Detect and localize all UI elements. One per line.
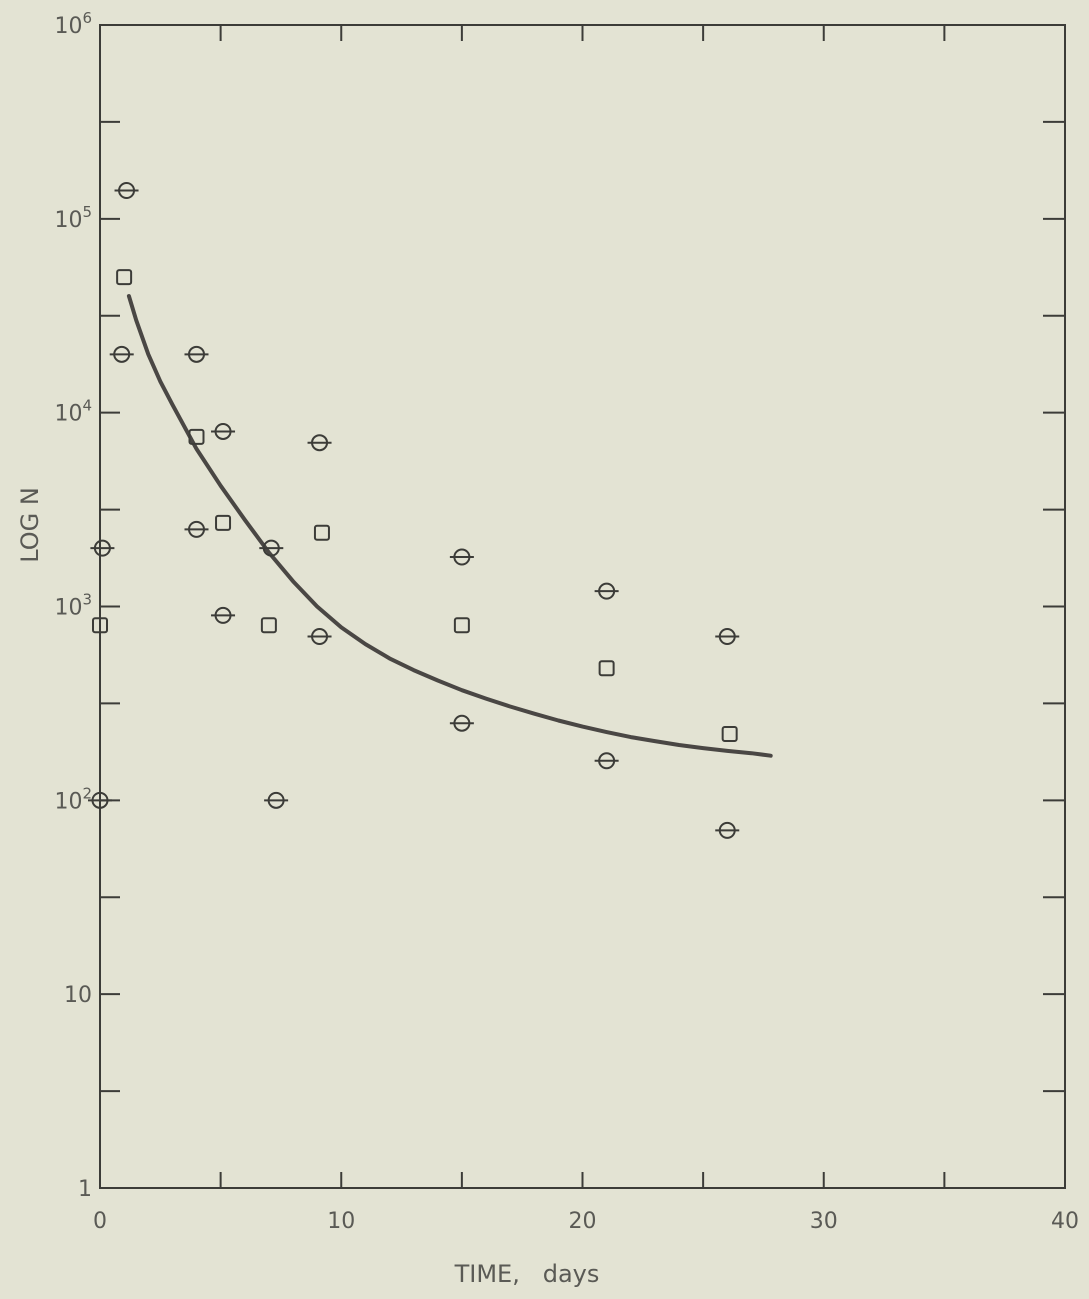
square-marker <box>188 428 205 445</box>
data-markers <box>88 182 740 839</box>
x-tick-label: 0 <box>93 1209 107 1234</box>
y-tick-exponent: 2 <box>82 784 92 802</box>
y-tick-base: 10 <box>54 596 82 621</box>
circle-marker <box>90 539 115 557</box>
y-tick-base: 10 <box>54 14 82 39</box>
y-tick-base: 10 <box>64 983 92 1008</box>
y-tick-exponent: 4 <box>82 397 92 415</box>
square-marker <box>721 725 738 742</box>
square-marker <box>92 617 108 634</box>
circle-marker <box>715 821 740 839</box>
y-tick-label: 105 <box>54 203 92 233</box>
circle-marker <box>307 628 332 646</box>
y-tick-exponent: 6 <box>82 9 92 27</box>
x-axis-label: TIME, days <box>454 1260 600 1288</box>
x-tick-label: 30 <box>810 1209 838 1234</box>
circle-marker <box>109 345 134 363</box>
y-tick-label: 103 <box>54 591 92 621</box>
circle-marker <box>307 434 332 452</box>
x-axis-ticks: 0 10 20 30 40 <box>93 25 1079 1234</box>
square-marker <box>598 660 615 677</box>
circle-marker <box>715 628 740 646</box>
y-tick-base: 10 <box>54 402 82 427</box>
circle-marker <box>184 345 209 363</box>
circle-marker <box>449 714 474 732</box>
y-tick-label: 104 <box>54 397 92 427</box>
square-marker <box>453 617 470 634</box>
circle-marker <box>211 606 236 624</box>
y-tick-exponent: 5 <box>82 203 92 221</box>
square-marker <box>313 524 330 541</box>
square-marker <box>260 617 277 634</box>
square-marker <box>116 269 133 286</box>
y-tick-exponent: 3 <box>82 591 92 609</box>
square-marker <box>215 514 232 531</box>
y-tick-label: 102 <box>54 784 92 814</box>
x-tick-label: 10 <box>327 1209 355 1234</box>
x-tick-label: 40 <box>1051 1209 1079 1234</box>
y-tick-base: 1 <box>78 1177 92 1202</box>
x-tick-label: 20 <box>569 1209 597 1234</box>
circle-marker <box>594 752 619 770</box>
y-tick-base: 10 <box>54 789 82 814</box>
circle-marker <box>184 520 209 538</box>
circle-marker <box>88 791 112 809</box>
circle-marker <box>114 182 139 200</box>
circle-marker <box>449 548 474 566</box>
circle-marker <box>594 582 619 600</box>
circle-marker <box>211 422 236 440</box>
y-tick-label: 1 <box>78 1177 92 1202</box>
circle-marker <box>259 539 284 557</box>
fit-curve <box>126 294 773 758</box>
y-tick-label: 106 <box>54 9 92 39</box>
circle-marker <box>264 791 289 809</box>
y-tick-label: 10 <box>64 983 92 1008</box>
y-tick-base: 10 <box>54 208 82 233</box>
y-axis-label: LOG N <box>16 487 44 563</box>
plot-frame <box>99 24 1066 1189</box>
